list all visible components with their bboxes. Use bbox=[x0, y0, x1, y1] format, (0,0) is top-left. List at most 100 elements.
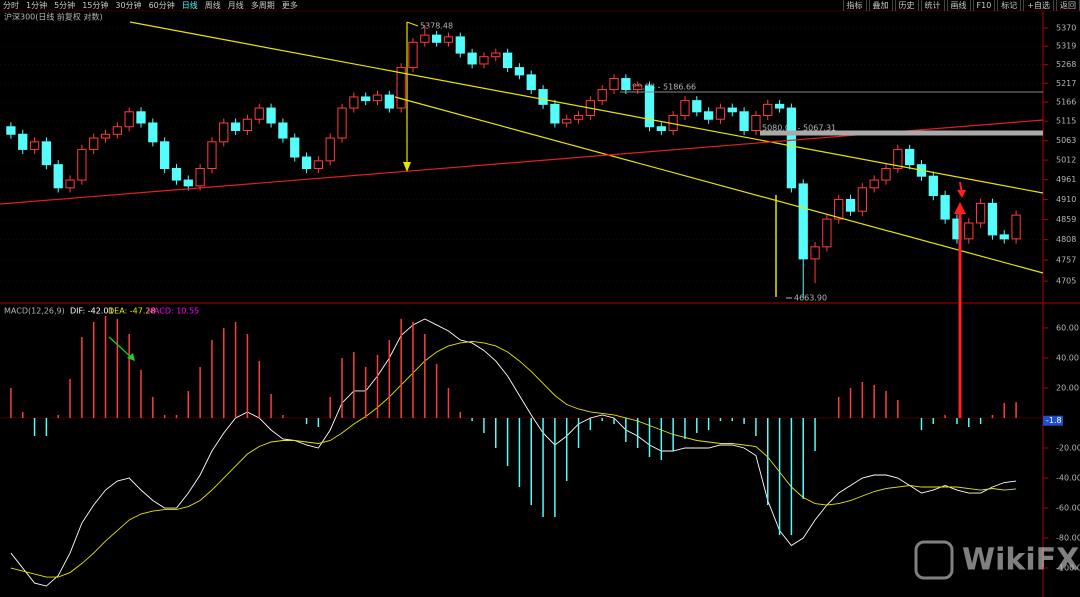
trend-line bbox=[394, 96, 1044, 274]
candle-body bbox=[148, 122, 158, 143]
candle-body bbox=[621, 78, 631, 91]
period-tab[interactable]: 60分钟 bbox=[148, 1, 175, 10]
candle-body bbox=[609, 78, 619, 91]
candle-body bbox=[29, 141, 40, 150]
candle-body bbox=[124, 111, 134, 128]
candle-body bbox=[975, 202, 986, 224]
candle-body bbox=[467, 52, 477, 65]
candle-body bbox=[893, 148, 903, 170]
tool-buttons: 指标 叠加 历史 统计 画线 F10 标记 +自选 返回 bbox=[841, 0, 1080, 11]
y-tick-label: 40.00 bbox=[1056, 353, 1079, 362]
legend-entry: DIF: -42.01 bbox=[70, 307, 114, 316]
y-tick-label: -100.0 bbox=[1056, 564, 1080, 573]
candle-body bbox=[290, 137, 300, 158]
candle-body bbox=[219, 122, 229, 143]
tool-button[interactable]: 统计 bbox=[920, 0, 945, 11]
period-tab[interactable]: 1分钟 bbox=[26, 1, 48, 10]
candle-body bbox=[656, 126, 666, 132]
candle-body bbox=[774, 103, 785, 109]
arrow-head bbox=[954, 202, 966, 214]
tool-button[interactable]: 标记 bbox=[997, 0, 1022, 11]
candle-body bbox=[136, 111, 146, 124]
period-tab[interactable]: 5分钟 bbox=[54, 1, 76, 10]
period-tab[interactable]: 更多 bbox=[281, 1, 298, 10]
period-tab[interactable]: 月线 bbox=[227, 1, 244, 10]
y-tick-label: -40.00 bbox=[1056, 474, 1080, 483]
y-tick-label: 5370 bbox=[1056, 23, 1076, 32]
candle-body bbox=[739, 111, 749, 132]
y-tick-label: 5063 bbox=[1056, 136, 1076, 145]
arrow-head bbox=[127, 353, 135, 361]
y-tick-label: -80.00 bbox=[1056, 534, 1080, 543]
candle-body bbox=[479, 56, 489, 65]
annotation: 5378.48 bbox=[420, 22, 453, 31]
candle-body bbox=[798, 183, 808, 260]
candle-body bbox=[715, 107, 726, 120]
candle-body bbox=[786, 107, 797, 189]
tool-button[interactable]: 历史 bbox=[894, 0, 919, 11]
candle-body bbox=[112, 126, 122, 135]
candle-body bbox=[573, 115, 584, 120]
annotation: 4663.90 bbox=[794, 294, 827, 303]
macd-line bbox=[10, 341, 1017, 578]
candle-body bbox=[633, 85, 643, 91]
y-tick-label: 4808 bbox=[1056, 235, 1076, 244]
y-tick-label: 4961 bbox=[1056, 175, 1076, 184]
legend-entry: MACD: 10.55 bbox=[147, 307, 199, 316]
chart-title: 沪深300(日线 前复权 对数) bbox=[4, 12, 103, 22]
annotation: 5080.00 - 5067.31 bbox=[762, 124, 836, 133]
candle-body bbox=[526, 74, 536, 91]
arrow-head bbox=[403, 162, 411, 172]
current-value-box bbox=[1043, 415, 1063, 426]
candle-body bbox=[502, 52, 513, 69]
candle-body bbox=[41, 141, 52, 166]
candle-body bbox=[242, 118, 253, 132]
y-tick-label: 5012 bbox=[1056, 156, 1076, 165]
candle-body bbox=[266, 107, 276, 124]
period-tab[interactable]: 日线 bbox=[181, 1, 198, 10]
trend-line bbox=[129, 21, 1044, 194]
candle-body bbox=[230, 122, 241, 132]
tool-button[interactable]: +自选 bbox=[1023, 0, 1054, 11]
period-tab[interactable]: 15分钟 bbox=[82, 1, 109, 10]
candle-body bbox=[703, 111, 714, 120]
candle-body bbox=[313, 160, 324, 170]
candle-body bbox=[301, 156, 312, 170]
candle-body bbox=[538, 89, 548, 105]
candle-body bbox=[940, 195, 950, 220]
candle-body bbox=[18, 133, 28, 150]
tool-button[interactable]: F10 bbox=[972, 0, 996, 11]
y-tick-label: 5268 bbox=[1056, 60, 1076, 69]
legend-entry: DEA: -47.28 bbox=[108, 307, 156, 316]
candle-body bbox=[278, 122, 288, 139]
tool-button[interactable]: 画线 bbox=[946, 0, 971, 11]
candle-body bbox=[384, 94, 394, 109]
y-tick-label: 4757 bbox=[1056, 256, 1076, 265]
period-tab[interactable]: 周线 bbox=[204, 1, 221, 10]
toolbar: 分时 1分钟 5分钟 15分钟 30分钟 60分钟 日线 周线 月线 多周期 更多 指标 叠加 历史 统计… bbox=[0, 0, 1080, 11]
annotation: 5190.88 - 5186.66 bbox=[622, 83, 696, 92]
y-tick-label: 20.00 bbox=[1056, 383, 1079, 392]
y-tick-label: 5166 bbox=[1056, 98, 1076, 107]
period-tab[interactable]: 分时 bbox=[3, 1, 19, 10]
period-tab[interactable]: 多周期 bbox=[250, 1, 275, 10]
candle-body bbox=[171, 168, 182, 181]
macd-line bbox=[10, 318, 1017, 587]
candle-body bbox=[881, 168, 891, 181]
tool-button[interactable]: 指标 bbox=[842, 0, 867, 11]
candle-body bbox=[727, 107, 737, 113]
tool-button[interactable]: 返回 bbox=[1056, 0, 1080, 11]
tool-button[interactable]: 叠加 bbox=[868, 0, 893, 11]
current-value: -1.8 bbox=[1046, 416, 1062, 425]
y-tick-label: 5115 bbox=[1056, 117, 1076, 126]
y-tick-label: 5217 bbox=[1056, 79, 1076, 88]
arrow bbox=[108, 336, 133, 359]
candle-body bbox=[597, 89, 607, 102]
candle-body bbox=[183, 179, 193, 187]
y-tick-label: 4705 bbox=[1056, 277, 1076, 286]
candle-body bbox=[763, 103, 773, 117]
period-tab[interactable]: 30分钟 bbox=[115, 1, 142, 10]
pointer bbox=[406, 21, 419, 27]
